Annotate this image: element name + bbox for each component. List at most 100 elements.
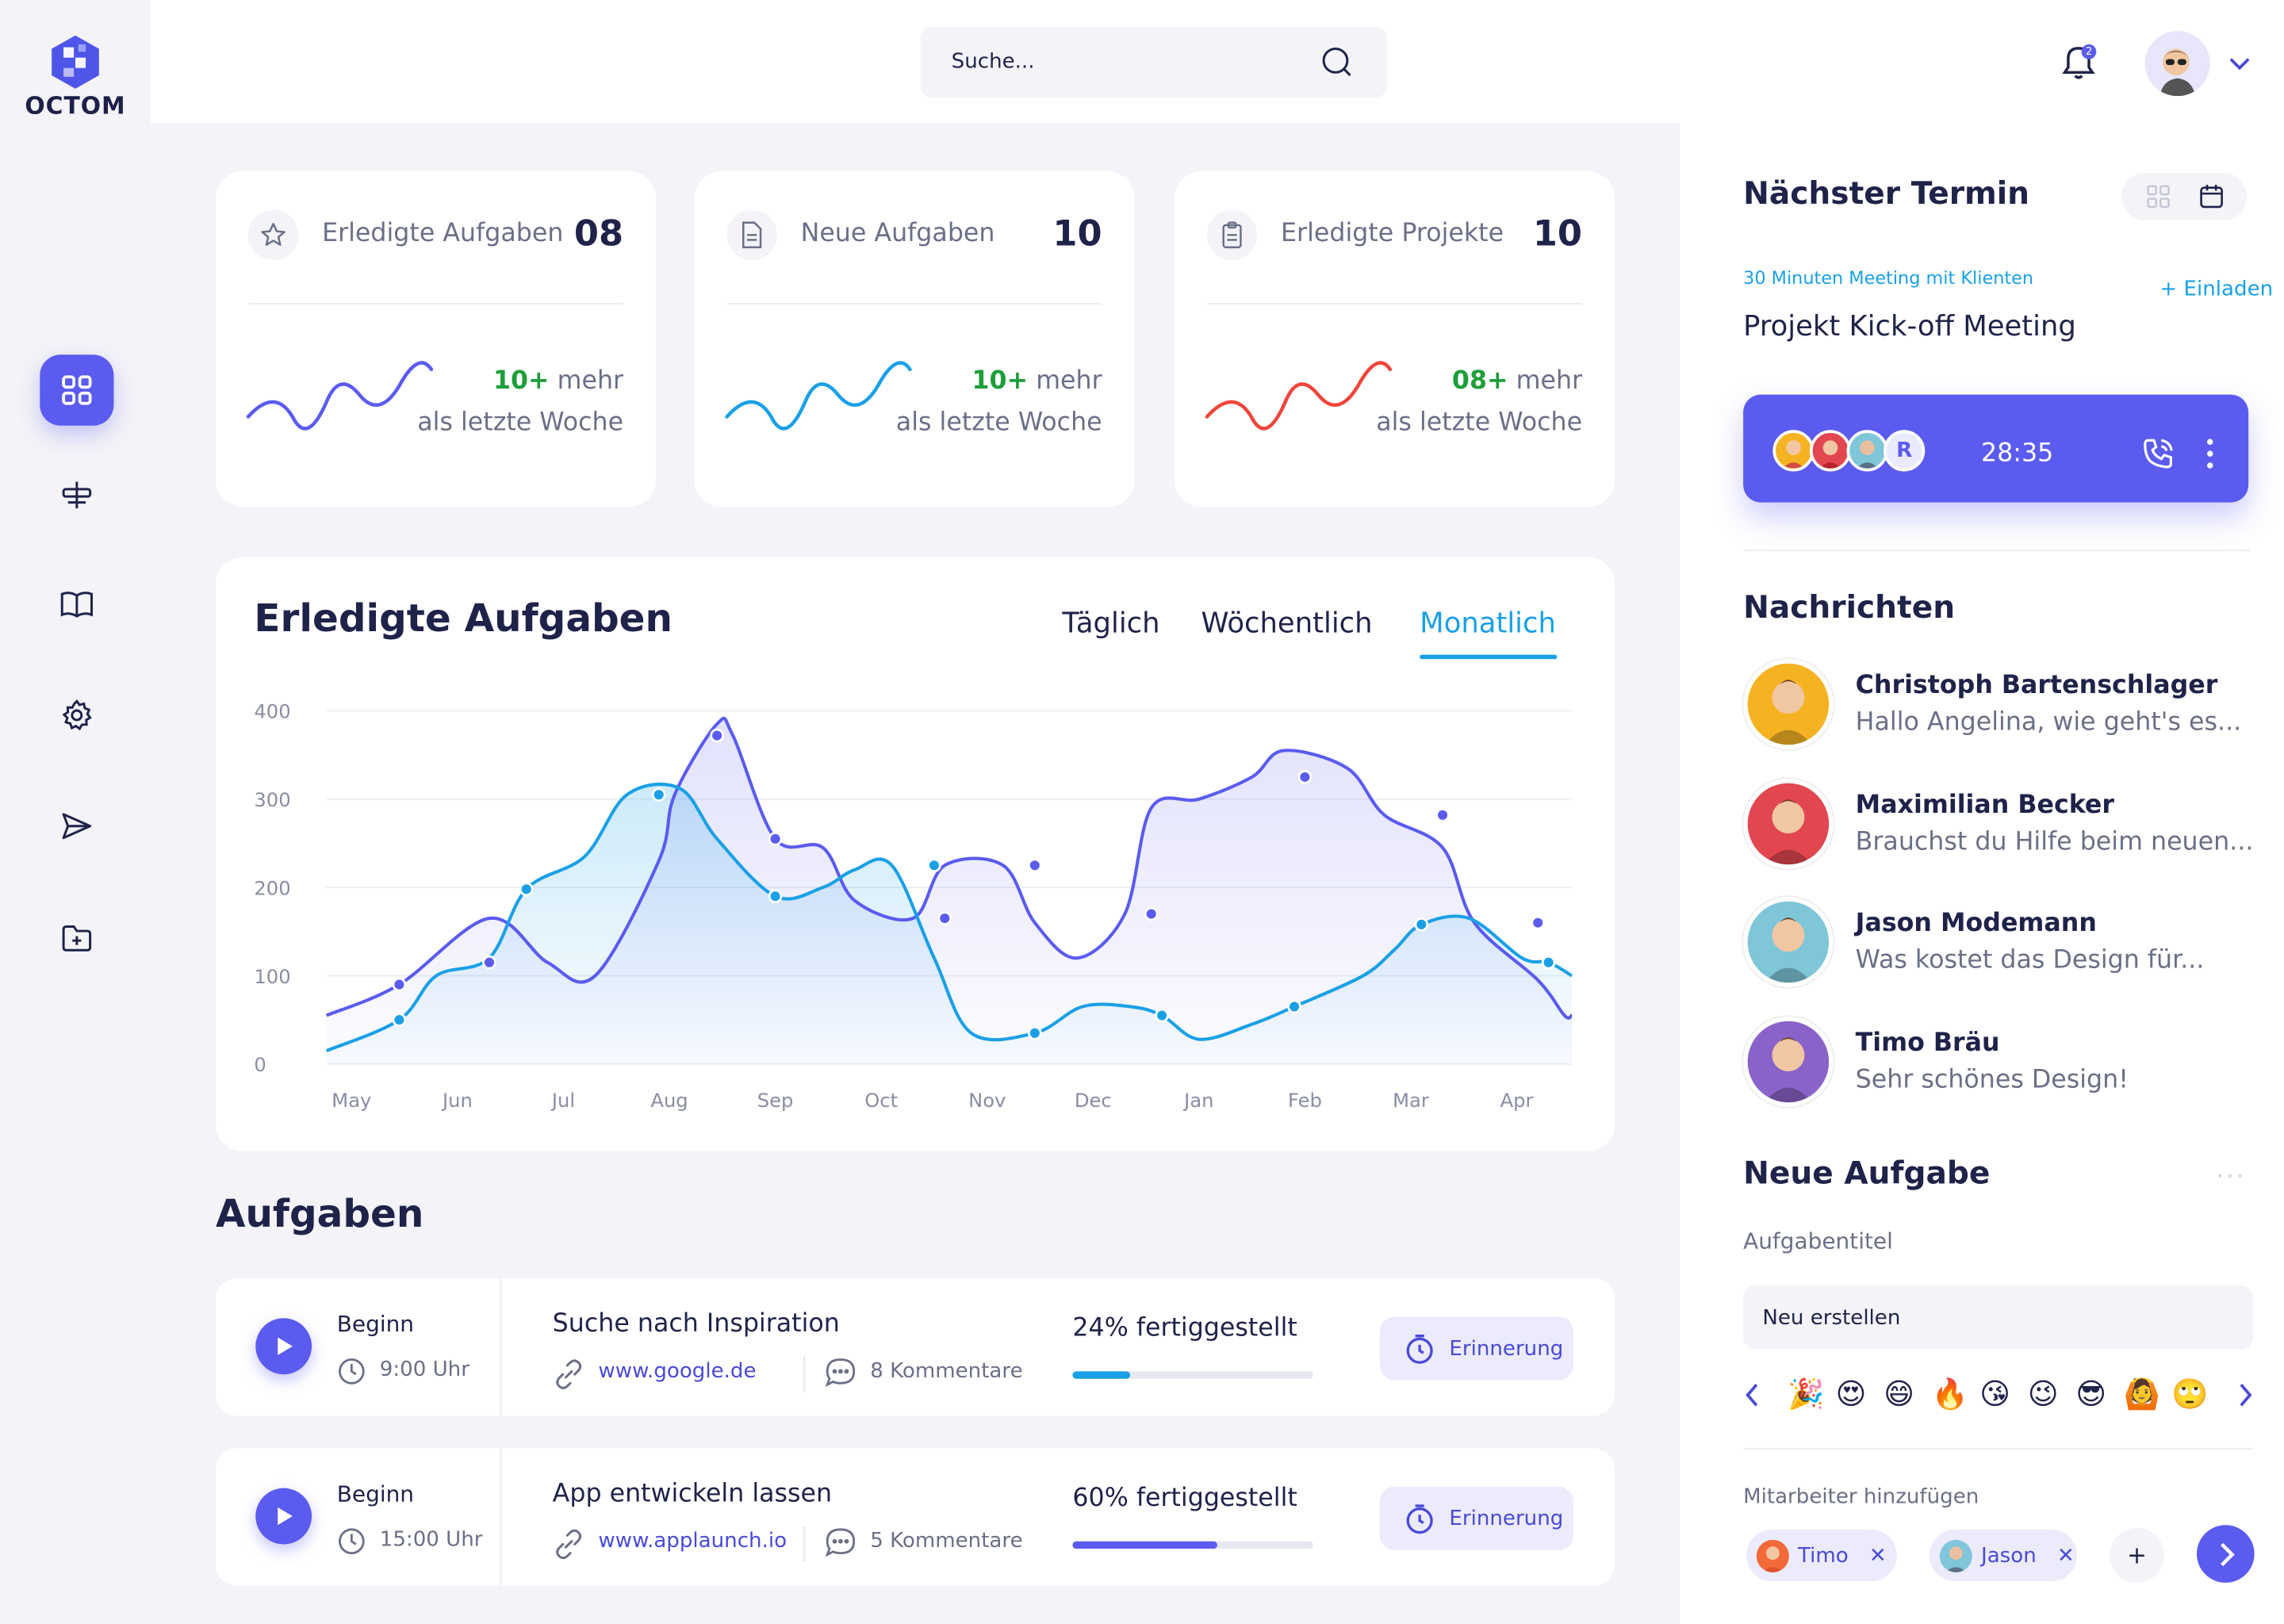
emoji-option[interactable]: 🙄 <box>2171 1376 2209 1411</box>
emoji-option[interactable]: 🎉 <box>1787 1376 1825 1411</box>
nav-send[interactable] <box>40 791 113 861</box>
message-preview[interactable]: Brauchst du Hilfe beim neuen... <box>1855 827 2254 857</box>
x-tick-label: Feb <box>1288 1090 1322 1112</box>
chevron-right-icon[interactable] <box>2236 1381 2254 1410</box>
data-point <box>519 882 534 897</box>
emoji-option[interactable]: 😍 <box>1835 1376 1867 1411</box>
user-avatar[interactable] <box>2144 31 2210 97</box>
nav-folder-add[interactable] <box>40 903 113 974</box>
chevron-down-icon[interactable] <box>2228 53 2251 74</box>
remove-staff-icon[interactable]: ✕ <box>2056 1543 2075 1568</box>
message-avatar[interactable] <box>1743 779 1834 869</box>
phone-call-icon[interactable] <box>2140 436 2176 472</box>
send-icon <box>62 813 92 840</box>
participant-avatar <box>1772 430 1815 472</box>
stat-icon <box>247 209 299 260</box>
search-input[interactable]: Suche... <box>951 50 1035 75</box>
nav-settings[interactable] <box>40 680 113 750</box>
message-sender[interactable]: Timo Bräu <box>1855 1028 2000 1059</box>
settings-icon <box>62 699 92 731</box>
nav-library[interactable] <box>40 569 113 639</box>
add-staff-button[interactable]: + <box>2110 1527 2165 1583</box>
message-avatar[interactable] <box>1743 1017 1834 1107</box>
folder-add-icon <box>62 925 92 952</box>
emoji-option[interactable]: 😄 <box>1884 1376 1914 1411</box>
message-sender[interactable]: Christoph Bartenschlager <box>1855 671 2218 701</box>
task-start-label: Beginn <box>336 1311 415 1338</box>
star-icon <box>261 223 286 246</box>
data-point <box>1435 807 1450 822</box>
arrow-right-icon <box>2220 1542 2234 1566</box>
stat-card-completed-projects: Erledigte Projekte 10 08+ mehr als letzt… <box>1174 171 1615 508</box>
task-link[interactable]: www.google.de <box>598 1359 757 1384</box>
chevron-left-icon[interactable] <box>1743 1381 1761 1410</box>
grid-view-icon[interactable] <box>2147 185 2171 209</box>
staff-chip-jason[interactable]: Jason ✕ <box>1929 1529 2078 1582</box>
stat-value: 10 <box>1532 213 1583 255</box>
task-name: Suche nach Inspiration <box>552 1309 840 1339</box>
message-preview[interactable]: Was kostet das Design für... <box>1855 945 2205 975</box>
emoji-option[interactable]: 😎 <box>2075 1376 2107 1411</box>
task-link[interactable]: www.applaunch.io <box>598 1529 788 1553</box>
reminder-button[interactable]: Erinnerung <box>1379 1486 1573 1550</box>
progress-bar <box>1072 1541 1314 1549</box>
data-point <box>1287 999 1301 1014</box>
task-comments[interactable]: 5 Kommentare <box>870 1529 1023 1553</box>
more-vertical-icon[interactable] <box>2202 436 2217 472</box>
data-point <box>1541 955 1556 970</box>
more-options[interactable]: ··· <box>2216 1161 2246 1193</box>
reminder-label: Erinnerung <box>1449 1506 1564 1530</box>
chart-card: 0 100 200 300 400 May Jun Jul Aug Sep Oct Nov Dec Jan… <box>215 557 1615 1151</box>
invite-link[interactable]: + Einladen <box>2159 278 2274 302</box>
y-tick-label: 400 <box>254 701 290 723</box>
stat-label: Erledigte Aufgaben <box>322 218 564 249</box>
x-tick-label: Oct <box>864 1090 898 1112</box>
task-start-block: Beginn 15:00 Uhr <box>215 1448 503 1586</box>
message-sender[interactable]: Maximilian Becker <box>1855 791 2115 821</box>
emoji-option[interactable]: 😘 <box>1979 1376 2011 1411</box>
tab-monthly[interactable]: Monatlich <box>1420 607 1556 640</box>
brand-logo[interactable]: OCTOM <box>24 35 127 120</box>
meeting-subtitle: 30 Minuten Meeting mit Klienten <box>1743 267 2034 289</box>
task-comments[interactable]: 8 Kommentare <box>870 1359 1023 1384</box>
message-avatar[interactable] <box>1743 659 1834 749</box>
x-tick-label: Apr <box>1500 1090 1534 1112</box>
remove-staff-icon[interactable]: ✕ <box>1868 1543 1887 1568</box>
data-point <box>482 955 496 970</box>
calendar-icon[interactable] <box>2198 183 2225 210</box>
submit-task-button[interactable] <box>2196 1525 2255 1583</box>
message-preview[interactable]: Sehr schönes Design! <box>1855 1065 2129 1095</box>
tab-weekly[interactable]: Wöchentlich <box>1201 607 1373 640</box>
progress-bar-fill <box>1072 1371 1131 1379</box>
task-title-input[interactable] <box>1743 1285 2253 1350</box>
reminder-button[interactable]: Erinnerung <box>1379 1316 1573 1381</box>
staff-chip-timo[interactable]: Timo ✕ <box>1746 1529 1897 1582</box>
data-point <box>392 1013 407 1027</box>
comment-icon <box>825 1358 856 1388</box>
emoji-option[interactable]: 🔥 <box>1931 1376 1969 1411</box>
sidebar: OCTOM <box>0 0 151 1624</box>
message-avatar[interactable] <box>1743 897 1834 987</box>
emoji-option[interactable]: 🙆 <box>2123 1376 2161 1411</box>
sparkline <box>246 361 434 431</box>
task-start-label: Beginn <box>336 1480 415 1507</box>
nav-dashboard[interactable] <box>40 354 114 426</box>
search-icon[interactable] <box>1319 44 1355 80</box>
message-preview[interactable]: Hallo Angelina, wie geht's es... <box>1855 707 2242 737</box>
completed-tasks-chart: 0 100 200 300 400 May Jun Jul Aug Sep Oct Nov Dec Jan… <box>254 701 1573 1112</box>
data-point <box>1144 906 1159 921</box>
stat-card-new-tasks: Neue Aufgaben 10 10+ mehr als letzte Woc… <box>694 171 1135 508</box>
search-box[interactable]: Suche... <box>920 26 1388 98</box>
stat-delta-value: 08+ <box>1451 366 1508 396</box>
nav-tasks[interactable] <box>40 460 113 530</box>
play-button[interactable] <box>255 1318 312 1375</box>
staff-avatar <box>1939 1538 1972 1572</box>
play-button[interactable] <box>255 1488 312 1545</box>
participant-avatar <box>1846 430 1888 472</box>
staff-name: Timo <box>1798 1543 1849 1568</box>
tab-daily[interactable]: Täglich <box>1062 607 1160 640</box>
emoji-option[interactable]: 😉 <box>2027 1376 2059 1411</box>
person-avatar-icon <box>1782 440 1805 469</box>
message-sender[interactable]: Jason Modemann <box>1855 909 2097 939</box>
view-toggle[interactable] <box>2121 173 2248 220</box>
